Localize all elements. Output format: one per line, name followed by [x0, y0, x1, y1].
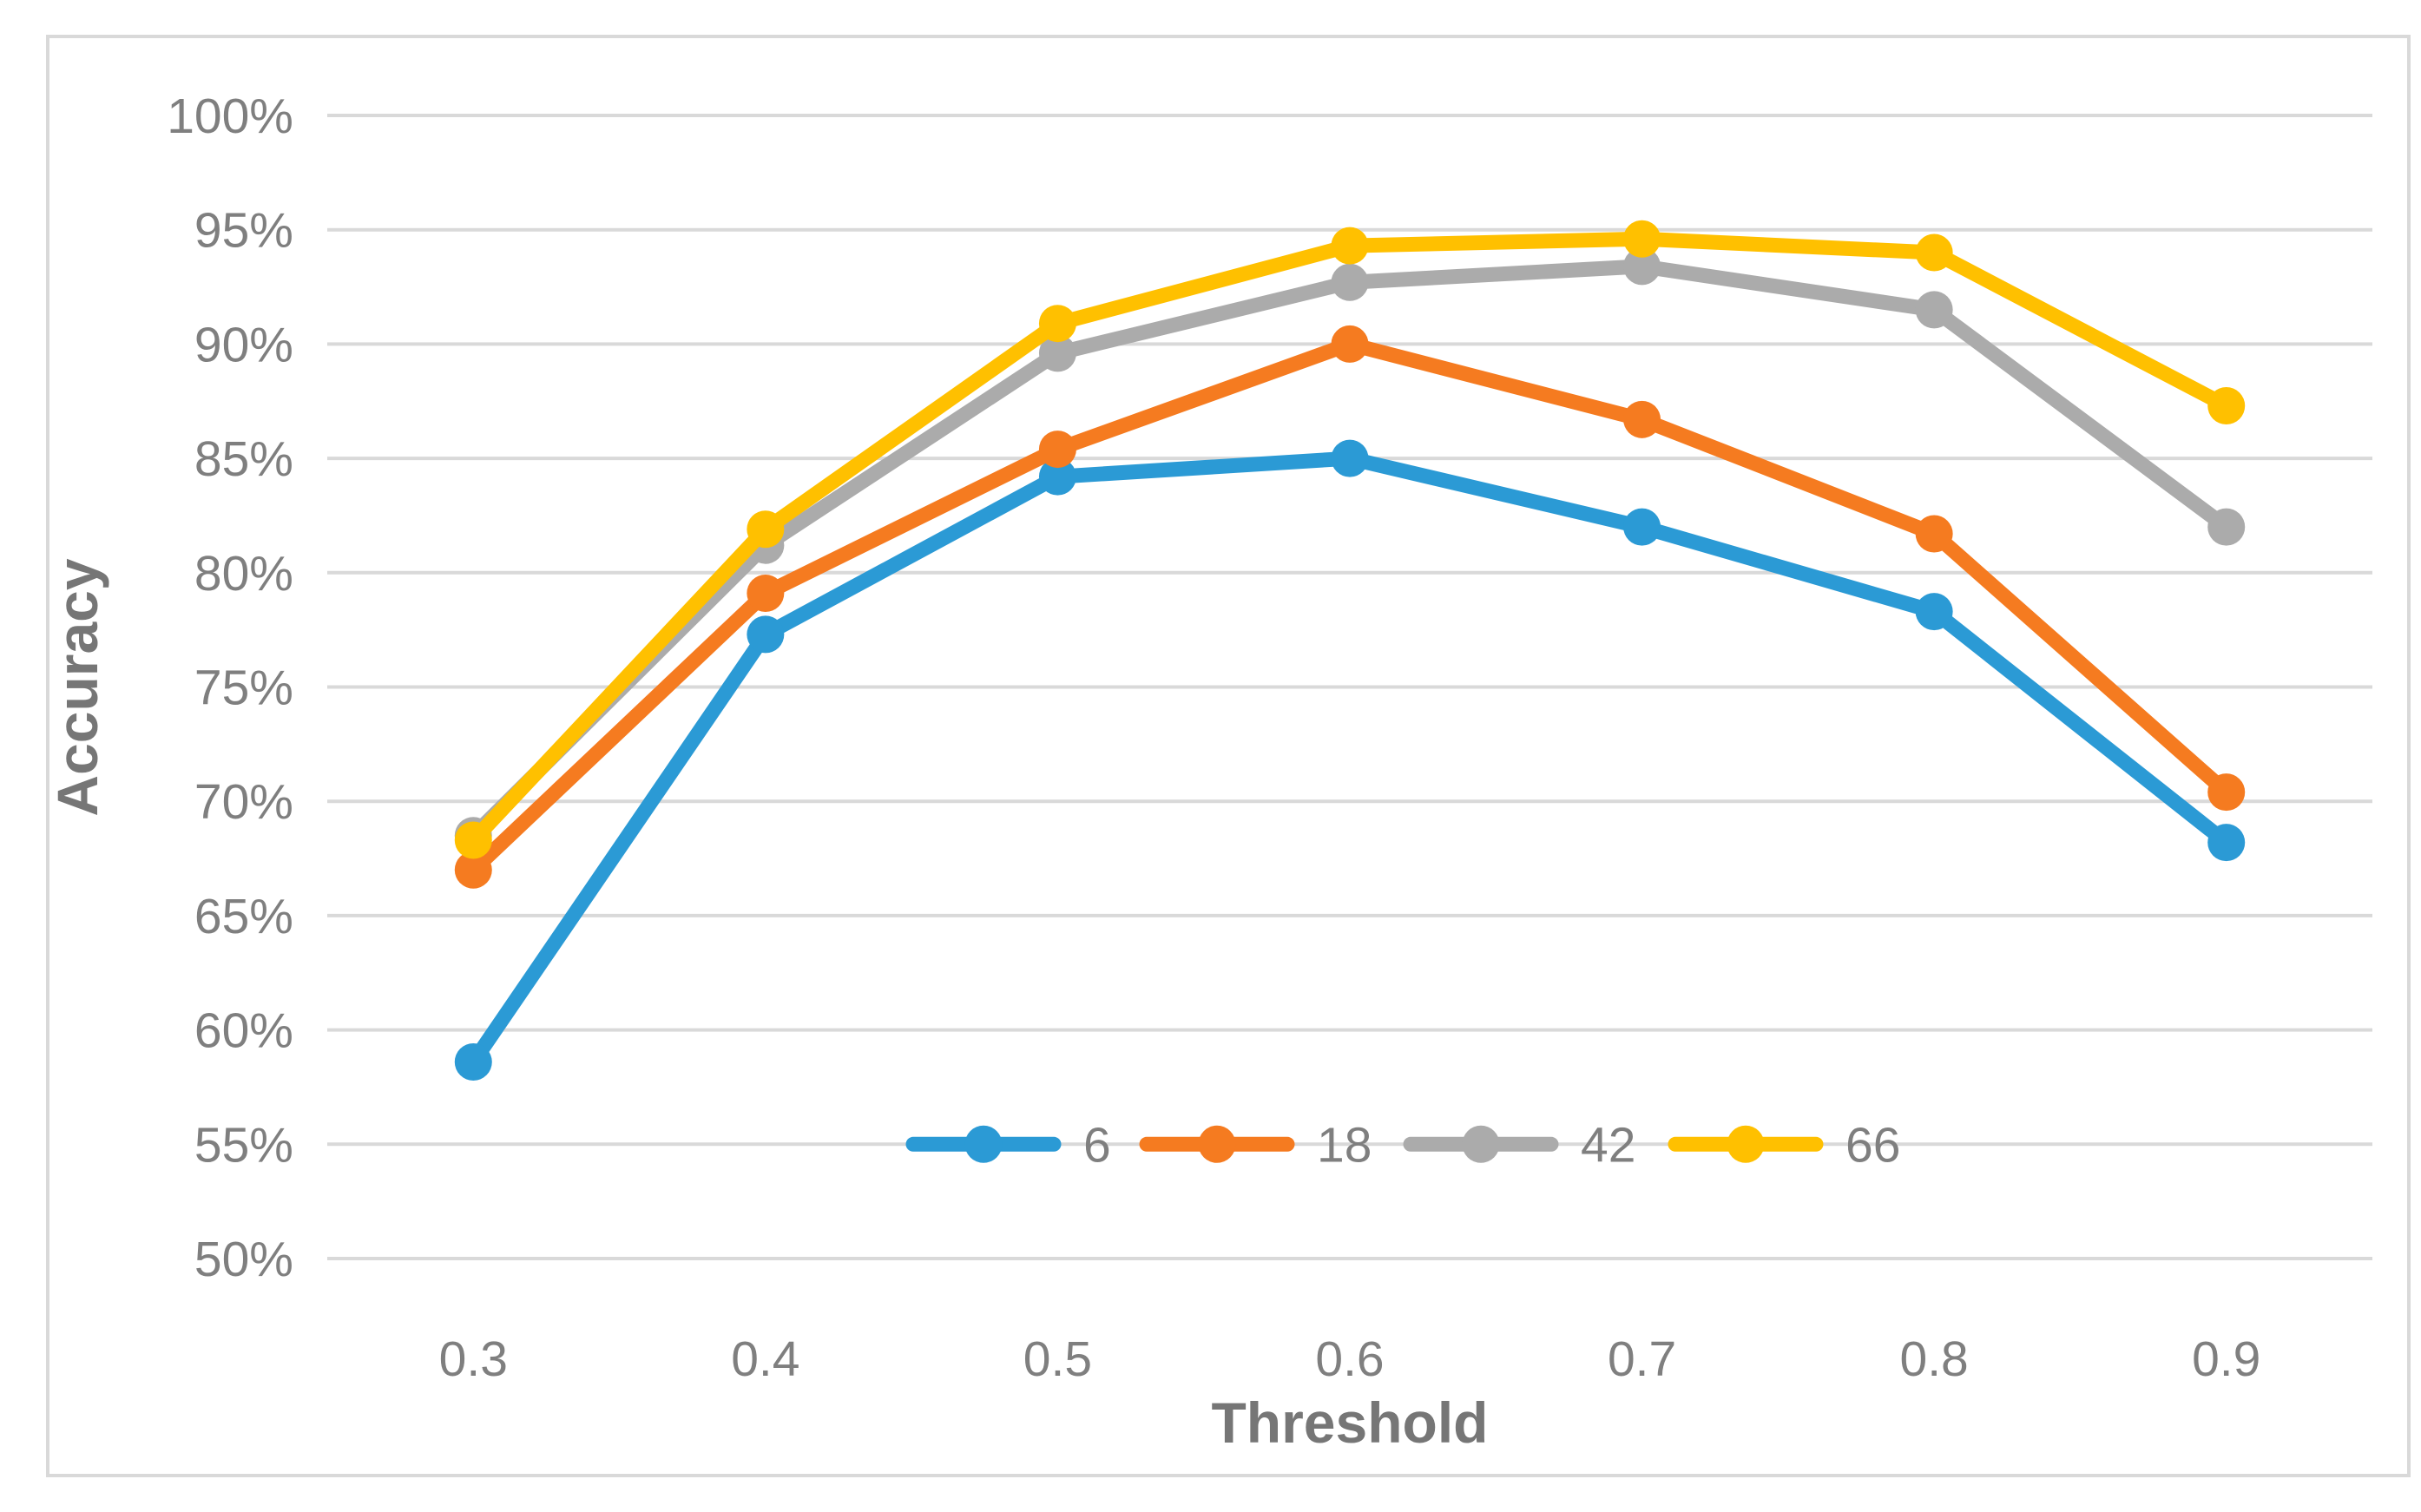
legend-label-6: 6: [1083, 1117, 1111, 1173]
y-tick-label-60: 60%: [194, 1003, 293, 1059]
x-tick-label-0.3: 0.3: [439, 1331, 508, 1387]
data-point-6-0.5: [1038, 457, 1076, 496]
legend-swatch-marker-6: [964, 1125, 1003, 1163]
y-tick-label-70: 70%: [194, 774, 293, 830]
legend-swatch-marker-18: [1198, 1125, 1236, 1163]
y-tick-label-65: 65%: [194, 889, 293, 944]
data-point-18-0.6: [1331, 325, 1369, 363]
data-point-42-0.9: [2207, 508, 2246, 546]
y-tick-label-90: 90%: [194, 317, 293, 372]
legend: 6 18 42 66: [905, 1117, 1900, 1173]
data-point-18-0.3: [454, 851, 492, 889]
data-point-66-0.8: [1915, 233, 1953, 272]
data-point-6-0.3: [454, 1042, 492, 1081]
data-point-42-0.6: [1331, 263, 1369, 301]
y-tick-label-55: 55%: [194, 1117, 293, 1173]
x-tick-label-0.9: 0.9: [2192, 1331, 2260, 1387]
x-tick-label-0.8: 0.8: [1900, 1331, 1969, 1387]
data-point-6-0.4: [747, 615, 785, 654]
data-point-18-0.5: [1038, 431, 1076, 469]
data-point-18-0.9: [2207, 773, 2246, 812]
x-tick-label-0.7: 0.7: [1608, 1331, 1676, 1387]
legend-label-18: 18: [1317, 1117, 1372, 1173]
legend-item-18: 18: [1139, 1117, 1372, 1173]
data-point-18-0.4: [747, 575, 785, 613]
data-point-6-0.9: [2207, 824, 2246, 862]
legend-swatch-marker-66: [1727, 1125, 1765, 1163]
data-point-42-0.5: [1038, 334, 1076, 372]
y-axis-title: Accuracy: [45, 558, 109, 816]
legend-swatch-marker-42: [1462, 1125, 1500, 1163]
series-layer: [454, 220, 2246, 1081]
x-axis-tick-labels: 0.3 0.4 0.5 0.6 0.7 0.8 0.9: [439, 1331, 2261, 1387]
data-point-6-0.6: [1331, 439, 1369, 477]
y-tick-label-50: 50%: [194, 1232, 293, 1287]
x-tick-label-0.5: 0.5: [1023, 1331, 1092, 1387]
data-point-66-0.6: [1331, 227, 1369, 265]
data-point-66-0.3: [454, 821, 492, 859]
y-axis-tick-labels: 50% 55% 60% 65% 70% 75% 80% 85% 90% 95% 100%: [167, 89, 293, 1287]
y-tick-label-85: 85%: [194, 431, 293, 487]
x-tick-label-0.4: 0.4: [731, 1331, 799, 1387]
legend-label-42: 42: [1581, 1117, 1635, 1173]
data-point-66-0.5: [1038, 305, 1076, 343]
y-tick-label-95: 95%: [194, 203, 293, 259]
legend-item-66: 66: [1668, 1117, 1900, 1173]
data-point-6-0.8: [1915, 593, 1953, 631]
data-point-18-0.8: [1915, 515, 1953, 553]
data-point-66-0.7: [1623, 220, 1661, 258]
data-point-66-0.9: [2207, 387, 2246, 425]
y-tick-label-100: 100%: [167, 89, 293, 144]
y-tick-label-75: 75%: [194, 660, 293, 715]
x-tick-label-0.6: 0.6: [1315, 1331, 1384, 1387]
data-point-66-0.4: [747, 510, 785, 549]
data-point-6-0.7: [1623, 508, 1661, 546]
legend-item-6: 6: [905, 1117, 1111, 1173]
y-tick-label-80: 80%: [194, 546, 293, 602]
legend-item-42: 42: [1403, 1117, 1635, 1173]
x-axis-title: Threshold: [1211, 1390, 1488, 1455]
legend-label-66: 66: [1845, 1117, 1900, 1173]
data-point-42-0.7: [1623, 247, 1661, 286]
data-point-18-0.7: [1623, 400, 1661, 438]
data-point-42-0.8: [1915, 291, 1953, 329]
